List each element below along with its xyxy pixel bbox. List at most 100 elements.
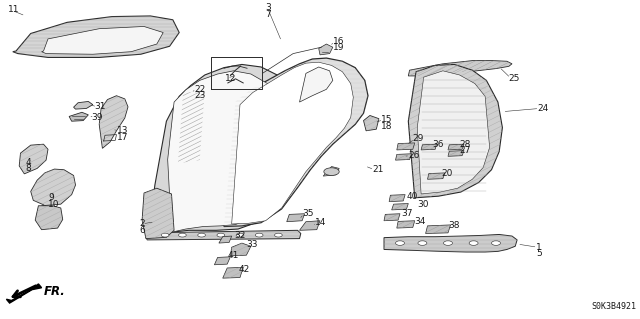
Polygon shape <box>224 58 368 226</box>
Text: 5: 5 <box>536 249 542 258</box>
Text: 42: 42 <box>238 265 250 274</box>
Polygon shape <box>421 144 436 150</box>
Polygon shape <box>214 257 230 265</box>
Text: 4: 4 <box>26 158 31 167</box>
Polygon shape <box>35 206 63 230</box>
Polygon shape <box>13 16 179 57</box>
Polygon shape <box>392 204 408 210</box>
Polygon shape <box>146 230 301 240</box>
Polygon shape <box>408 61 512 76</box>
Polygon shape <box>397 221 415 228</box>
Polygon shape <box>428 173 445 179</box>
Circle shape <box>469 241 478 245</box>
Text: 11: 11 <box>8 5 20 14</box>
Text: 36: 36 <box>432 140 444 149</box>
Text: 39: 39 <box>91 113 102 122</box>
Text: 40: 40 <box>406 192 418 201</box>
Polygon shape <box>69 112 88 121</box>
Polygon shape <box>168 71 283 232</box>
Circle shape <box>492 241 500 245</box>
Polygon shape <box>99 96 128 148</box>
Text: 29: 29 <box>413 134 424 143</box>
Text: 26: 26 <box>408 151 420 160</box>
Text: 23: 23 <box>194 91 205 100</box>
Polygon shape <box>230 243 251 256</box>
Polygon shape <box>13 16 179 57</box>
Polygon shape <box>99 96 128 148</box>
Circle shape <box>217 233 225 237</box>
Text: 38: 38 <box>448 221 460 230</box>
Polygon shape <box>421 144 436 150</box>
Polygon shape <box>300 221 320 230</box>
Polygon shape <box>148 64 300 237</box>
Text: 7: 7 <box>266 10 271 19</box>
Circle shape <box>418 241 427 245</box>
Polygon shape <box>74 101 93 109</box>
Text: 1: 1 <box>536 243 542 252</box>
Polygon shape <box>35 206 63 230</box>
Polygon shape <box>323 167 339 176</box>
Text: 14: 14 <box>315 218 326 227</box>
Polygon shape <box>397 143 415 150</box>
Polygon shape <box>396 154 412 160</box>
Text: 9: 9 <box>48 193 54 202</box>
Text: 33: 33 <box>246 240 258 249</box>
Text: FR.: FR. <box>44 286 65 298</box>
Text: 15: 15 <box>381 115 393 124</box>
Text: 31: 31 <box>95 102 106 111</box>
Polygon shape <box>389 195 405 202</box>
Polygon shape <box>408 64 502 198</box>
Text: 18: 18 <box>381 122 393 130</box>
Text: 34: 34 <box>415 217 426 226</box>
Polygon shape <box>364 115 379 131</box>
Polygon shape <box>384 214 400 221</box>
Polygon shape <box>223 267 243 278</box>
Polygon shape <box>219 236 232 243</box>
Polygon shape <box>384 214 400 221</box>
Polygon shape <box>146 230 301 240</box>
Text: S0K3B4921: S0K3B4921 <box>592 302 637 311</box>
Polygon shape <box>426 225 451 234</box>
Polygon shape <box>142 188 174 239</box>
Text: 27: 27 <box>460 146 471 155</box>
Polygon shape <box>6 284 42 303</box>
Text: 30: 30 <box>417 200 429 209</box>
Polygon shape <box>224 58 368 226</box>
Polygon shape <box>408 61 512 76</box>
Text: 22: 22 <box>194 85 205 94</box>
Text: 19: 19 <box>333 43 344 52</box>
Circle shape <box>161 233 169 237</box>
Circle shape <box>396 241 404 245</box>
Text: 21: 21 <box>372 165 384 174</box>
Polygon shape <box>448 144 464 150</box>
Text: 35: 35 <box>303 209 314 218</box>
Circle shape <box>324 168 339 175</box>
Polygon shape <box>392 204 408 210</box>
Text: 6: 6 <box>140 226 145 235</box>
Polygon shape <box>232 62 353 224</box>
Polygon shape <box>448 151 464 156</box>
Polygon shape <box>142 188 174 239</box>
Circle shape <box>198 233 205 237</box>
Polygon shape <box>42 26 163 54</box>
Text: 2: 2 <box>140 219 145 228</box>
Polygon shape <box>19 144 48 174</box>
Polygon shape <box>384 234 517 252</box>
Polygon shape <box>300 67 333 102</box>
Polygon shape <box>417 71 490 194</box>
Text: 28: 28 <box>460 140 471 149</box>
Polygon shape <box>448 151 464 156</box>
Text: 3: 3 <box>266 4 271 12</box>
Text: 37: 37 <box>401 209 413 218</box>
Text: 32: 32 <box>234 231 246 240</box>
Circle shape <box>236 233 244 237</box>
Polygon shape <box>19 144 48 174</box>
Text: 8: 8 <box>26 164 31 173</box>
Polygon shape <box>223 267 243 278</box>
Polygon shape <box>408 64 502 198</box>
Text: 20: 20 <box>442 169 453 178</box>
Circle shape <box>444 241 452 245</box>
Text: 10: 10 <box>48 200 60 209</box>
Circle shape <box>255 233 263 237</box>
Text: 12: 12 <box>225 74 237 83</box>
